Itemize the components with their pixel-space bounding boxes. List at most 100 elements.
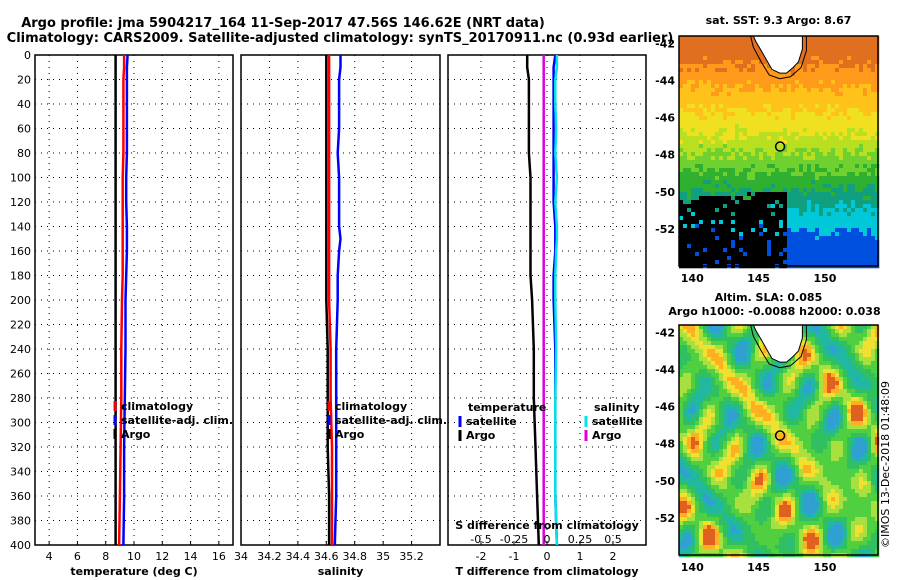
map-cell (867, 244, 872, 249)
map-cell (819, 68, 824, 73)
map-cell (699, 112, 704, 117)
legend-label: climatology (121, 400, 193, 413)
map-cell (791, 437, 796, 442)
map-cell (739, 112, 744, 117)
map-cell (683, 349, 688, 354)
map-cell (683, 244, 688, 249)
map-cell (831, 260, 836, 265)
map-cell (835, 208, 840, 213)
map-cell (859, 341, 864, 346)
map-cell (691, 260, 696, 265)
map-cell (855, 252, 860, 257)
map-cell (747, 196, 752, 201)
map-cell (739, 397, 744, 402)
map-cell (739, 461, 744, 466)
map-cell (719, 56, 724, 61)
map-cell (815, 96, 820, 101)
map-cell (747, 461, 752, 466)
map-cell (723, 449, 728, 454)
map-cell (823, 96, 828, 101)
map-cell (755, 465, 760, 470)
map-cell (795, 168, 800, 173)
legend-title-salinity: salinity (594, 401, 640, 414)
map-cell (835, 369, 840, 374)
map-cell (683, 156, 688, 161)
map-cell (791, 236, 796, 241)
map-cell (803, 252, 808, 257)
map-cell (747, 36, 752, 41)
map-cell (679, 393, 684, 398)
map-cell (715, 160, 720, 165)
map-cell (735, 361, 740, 366)
map-cell (723, 236, 728, 241)
map-cell (791, 413, 796, 418)
map-cell (719, 345, 724, 350)
map-cell (691, 349, 696, 354)
map-cell (823, 68, 828, 73)
map-cell (719, 405, 724, 410)
map-cell (871, 120, 876, 125)
map-cell (767, 425, 772, 430)
map-cell (871, 433, 876, 438)
map-cell (827, 413, 832, 418)
map-cell (743, 377, 748, 382)
map-cell (711, 212, 716, 217)
map-cell (703, 160, 708, 165)
map-cell (835, 76, 840, 81)
map-cell (839, 377, 844, 382)
map-cell (831, 465, 836, 470)
map-cell (719, 228, 724, 233)
map-cell (851, 256, 856, 261)
map-cell (851, 437, 856, 442)
map-cell (827, 216, 832, 221)
map-cell (795, 413, 800, 418)
map-cell (827, 212, 832, 217)
map-cell (855, 76, 860, 81)
map-cell (847, 433, 852, 438)
map-cell (827, 236, 832, 241)
map-cell (731, 469, 736, 474)
map-cell (791, 441, 796, 446)
map-cell (719, 361, 724, 366)
map-cell (823, 240, 828, 245)
map-cell (703, 36, 708, 41)
map-cell (723, 56, 728, 61)
map-cell (759, 409, 764, 414)
map-cell (683, 401, 688, 406)
map-cell (723, 437, 728, 442)
map-cell (683, 473, 688, 478)
map-cell (863, 184, 868, 189)
map-cell (767, 401, 772, 406)
map-cell (875, 429, 880, 434)
map-cell (707, 164, 712, 169)
map-cell (867, 188, 872, 193)
map-cell (775, 445, 780, 450)
map-cell (703, 361, 708, 366)
map-cell (687, 341, 692, 346)
map-cell (831, 469, 836, 474)
map-cell (683, 437, 688, 442)
map-cell (819, 252, 824, 257)
map-cell (827, 325, 832, 330)
map-cell (811, 353, 816, 358)
map-cell (851, 441, 856, 446)
map-cell (799, 453, 804, 458)
map-cell (791, 401, 796, 406)
map-cell (731, 421, 736, 426)
map-cell (835, 112, 840, 117)
map-cell (767, 168, 772, 173)
map-cell (871, 228, 876, 233)
map-cell (687, 224, 692, 229)
map-cell (711, 381, 716, 386)
map-cell (687, 104, 692, 109)
map-cell (783, 220, 788, 225)
map-cell (739, 40, 744, 45)
map-cell (839, 220, 844, 225)
map-cell (843, 365, 848, 370)
map-cell (679, 44, 684, 49)
map-cell (679, 228, 684, 233)
map-cell (799, 236, 804, 241)
map-cell (719, 357, 724, 362)
map-cell (679, 120, 684, 125)
map-cell (823, 56, 828, 61)
